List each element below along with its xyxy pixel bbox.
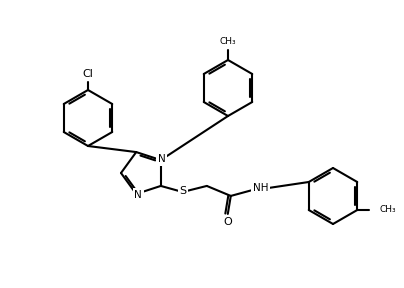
Text: S: S	[179, 186, 186, 196]
Text: O: O	[223, 217, 232, 227]
Text: N: N	[134, 190, 142, 200]
Text: N: N	[158, 154, 166, 164]
Text: CH₃: CH₃	[379, 206, 396, 215]
Text: Cl: Cl	[82, 69, 93, 79]
Text: NH: NH	[253, 183, 269, 193]
Text: CH₃: CH₃	[220, 37, 236, 46]
